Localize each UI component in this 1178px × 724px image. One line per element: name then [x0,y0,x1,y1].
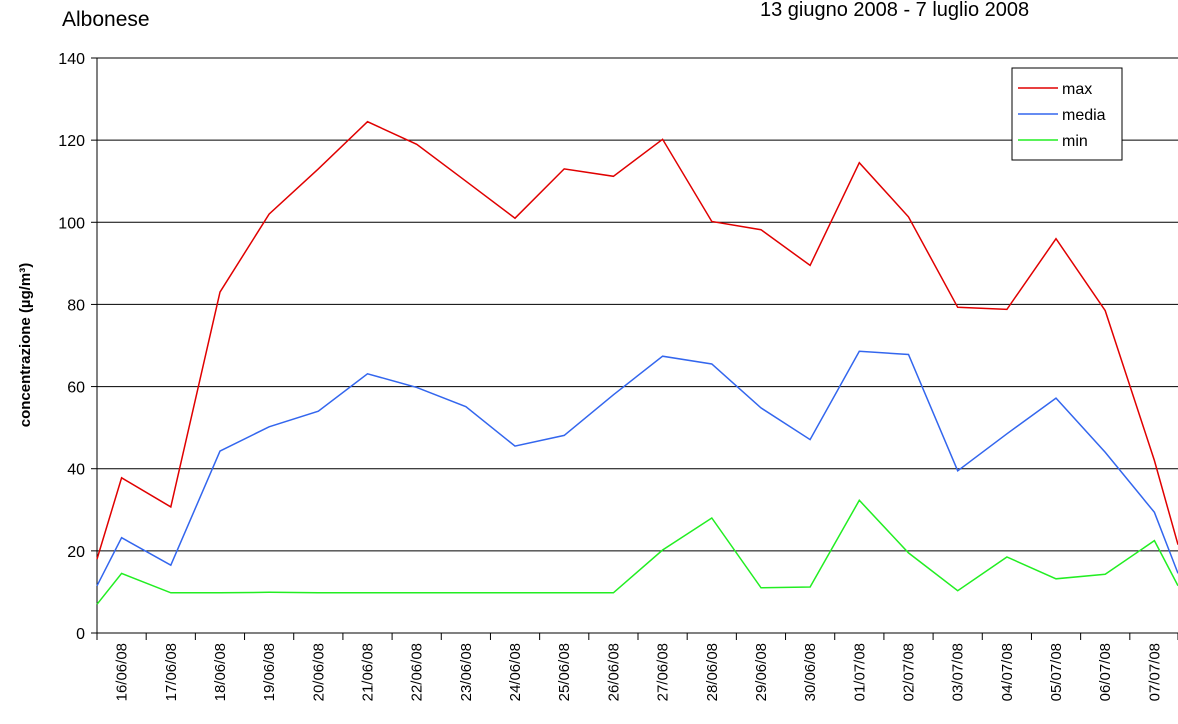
series-line [96,120,1178,560]
date-range: 13 giugno 2008 - 7 luglio 2008 [760,0,1029,21]
x-tick-label: 17/06/08 [163,643,180,701]
y-tick-label: 60 [67,380,85,397]
legend-label: media [1062,107,1106,124]
x-tick-label: 27/06/08 [655,643,672,701]
x-tick-label: 30/06/08 [802,643,819,701]
legend-box [1011,67,1123,161]
legend-label: min [1062,133,1088,150]
x-tick-label: 19/06/08 [261,643,278,701]
x-tick-label: 06/07/08 [1097,643,1114,701]
series-line [96,350,1178,587]
x-tick-label: 05/07/08 [1048,643,1065,701]
x-tick-label: 18/06/08 [212,643,229,701]
x-tick-label: 23/06/08 [458,643,475,701]
x-tick-label: 28/06/08 [704,643,721,701]
x-tick-label: 04/07/08 [999,643,1016,701]
y-tick-label: 20 [67,544,85,561]
x-tick-label: 03/07/08 [950,643,967,701]
x-tick-label: 20/06/08 [310,643,327,701]
y-axis-title: concentrazione (µg/m³) [17,263,34,428]
y-tick-label: 80 [67,297,85,314]
y-tick-label: 100 [58,215,85,232]
x-tick-label: 22/06/08 [409,643,426,701]
legend-label: max [1062,81,1092,98]
x-tick-label: 01/07/08 [851,643,868,701]
x-tick-label: 21/06/08 [360,643,377,701]
x-tick-label: 26/06/08 [605,643,622,701]
y-tick-label: 140 [58,51,85,68]
series-line [96,499,1178,605]
x-tick-label: 02/07/08 [901,643,918,701]
y-tick-label: 0 [76,626,85,643]
x-tick-label: 25/06/08 [556,643,573,701]
x-tick-label: 16/06/08 [114,643,131,701]
x-tick-label: 07/07/08 [1146,643,1163,701]
y-tick-label: 120 [58,133,85,150]
x-tick-label: 24/06/08 [507,643,524,701]
y-tick-label: 40 [67,462,85,479]
x-tick-label: 29/06/08 [753,643,770,701]
subtitle: Albonese [62,8,150,31]
